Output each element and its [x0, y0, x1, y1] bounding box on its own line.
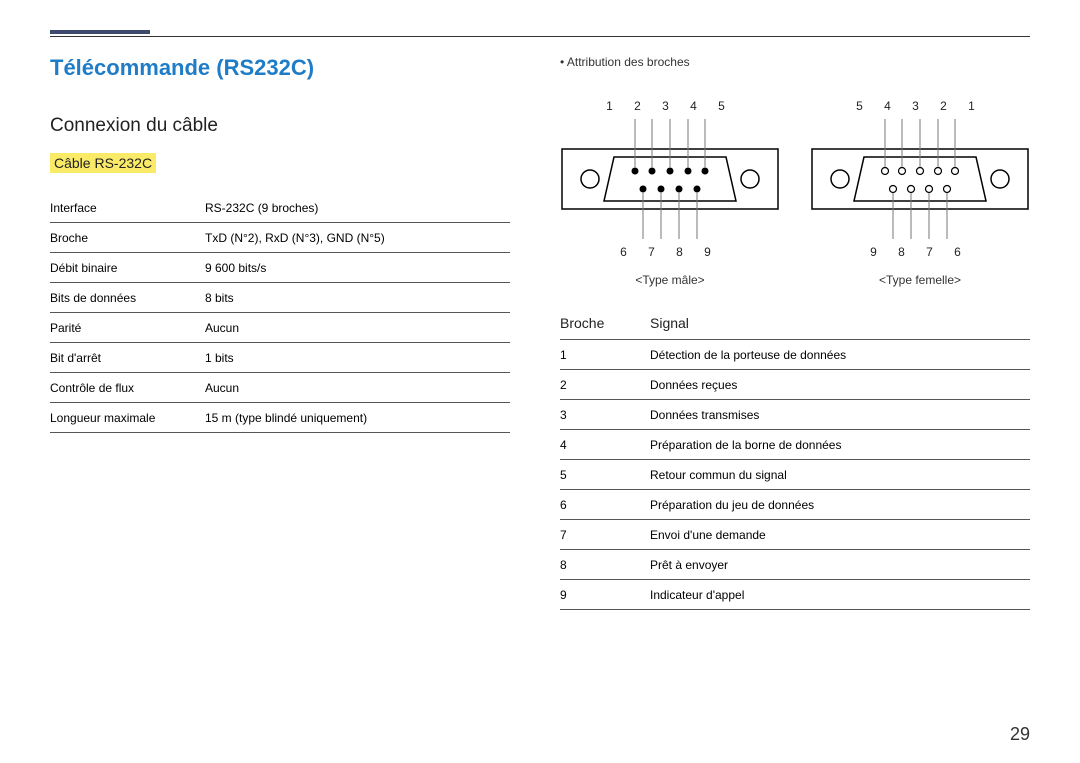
signal-row: 7Envoi d'une demande: [560, 520, 1030, 550]
signal-description: Données transmises: [650, 408, 1030, 422]
signal-table: 1Détection de la porteuse de données2Don…: [560, 340, 1030, 610]
spec-value: Aucun: [205, 381, 510, 395]
connector-female-svg: [810, 119, 1030, 239]
signal-description: Envoi d'une demande: [650, 528, 1030, 542]
spec-row: ParitéAucun: [50, 313, 510, 343]
signal-row: 8Prêt à envoyer: [560, 550, 1030, 580]
spec-label: Contrôle de flux: [50, 381, 205, 395]
spec-value: RS-232C (9 broches): [205, 201, 510, 215]
spec-value: Aucun: [205, 321, 510, 335]
right-column: Attribution des broches 1 2 3 4 5: [560, 55, 1030, 610]
spec-label: Interface: [50, 201, 205, 215]
signal-description: Indicateur d'appel: [650, 588, 1030, 602]
signal-pin: 1: [560, 348, 650, 362]
spec-row: Contrôle de fluxAucun: [50, 373, 510, 403]
content-columns: Télécommande (RS232C) Connexion du câble…: [50, 55, 1030, 610]
header-pin: Broche: [560, 315, 650, 331]
spec-value: 1 bits: [205, 351, 510, 365]
pin-labels-top-male: 1 2 3 4 5: [560, 99, 780, 113]
signal-pin: 7: [560, 528, 650, 542]
signal-row: 6Préparation du jeu de données: [560, 490, 1030, 520]
spec-label: Bits de données: [50, 291, 205, 305]
signal-pin: 2: [560, 378, 650, 392]
spec-row: Longueur maximale15 m (type blindé uniqu…: [50, 403, 510, 433]
signal-table-header: Broche Signal: [560, 315, 1030, 340]
spec-row: InterfaceRS-232C (9 broches): [50, 193, 510, 223]
header-rule: [50, 36, 1030, 37]
spec-table: InterfaceRS-232C (9 broches)BrocheTxD (N…: [50, 193, 510, 433]
spec-value: TxD (N°2), RxD (N°3), GND (N°5): [205, 231, 510, 245]
signal-row: 5Retour commun du signal: [560, 460, 1030, 490]
signal-row: 1Détection de la porteuse de données: [560, 340, 1030, 370]
spec-value: 9 600 bits/s: [205, 261, 510, 275]
spec-row: Débit binaire9 600 bits/s: [50, 253, 510, 283]
pin-labels-bottom-female: 9 8 7 6: [810, 245, 1030, 259]
pin-labels-bottom-male: 6 7 8 9: [560, 245, 780, 259]
signal-pin: 3: [560, 408, 650, 422]
signal-pin: 8: [560, 558, 650, 572]
signal-description: Détection de la porteuse de données: [650, 348, 1030, 362]
signal-pin: 5: [560, 468, 650, 482]
header-accent-bar: [50, 30, 150, 34]
signal-description: Préparation de la borne de données: [650, 438, 1030, 452]
bullet-pin-attribution: Attribution des broches: [560, 55, 1030, 69]
pin-labels-top-female: 5 4 3 2 1: [810, 99, 1030, 113]
signal-row: 9Indicateur d'appel: [560, 580, 1030, 610]
spec-label: Parité: [50, 321, 205, 335]
spec-label: Longueur maximale: [50, 411, 205, 425]
signal-pin: 4: [560, 438, 650, 452]
section-subtitle: Connexion du câble: [50, 115, 510, 137]
spec-value: 15 m (type blindé uniquement): [205, 411, 510, 425]
spec-row: BrocheTxD (N°2), RxD (N°3), GND (N°5): [50, 223, 510, 253]
connector-diagrams: 1 2 3 4 5: [560, 99, 1030, 287]
spec-row: Bit d'arrêt1 bits: [50, 343, 510, 373]
signal-row: 3Données transmises: [560, 400, 1030, 430]
header-signal: Signal: [650, 315, 1030, 331]
connector-female: 5 4 3 2 1: [810, 99, 1030, 287]
connector-male-svg: [560, 119, 780, 239]
signal-description: Données reçues: [650, 378, 1030, 392]
spec-label: Débit binaire: [50, 261, 205, 275]
signal-pin: 9: [560, 588, 650, 602]
cable-heading: Câble RS-232C: [50, 153, 156, 173]
signal-description: Préparation du jeu de données: [650, 498, 1030, 512]
caption-male: <Type mâle>: [560, 273, 780, 287]
page-number: 29: [1010, 724, 1030, 745]
signal-row: 2Données reçues: [560, 370, 1030, 400]
page-title: Télécommande (RS232C): [50, 55, 510, 81]
left-column: Télécommande (RS232C) Connexion du câble…: [50, 55, 510, 610]
signal-row: 4Préparation de la borne de données: [560, 430, 1030, 460]
spec-label: Broche: [50, 231, 205, 245]
signal-pin: 6: [560, 498, 650, 512]
signal-description: Prêt à envoyer: [650, 558, 1030, 572]
spec-label: Bit d'arrêt: [50, 351, 205, 365]
spec-row: Bits de données8 bits: [50, 283, 510, 313]
spec-value: 8 bits: [205, 291, 510, 305]
signal-description: Retour commun du signal: [650, 468, 1030, 482]
connector-male: 1 2 3 4 5: [560, 99, 780, 287]
caption-female: <Type femelle>: [810, 273, 1030, 287]
